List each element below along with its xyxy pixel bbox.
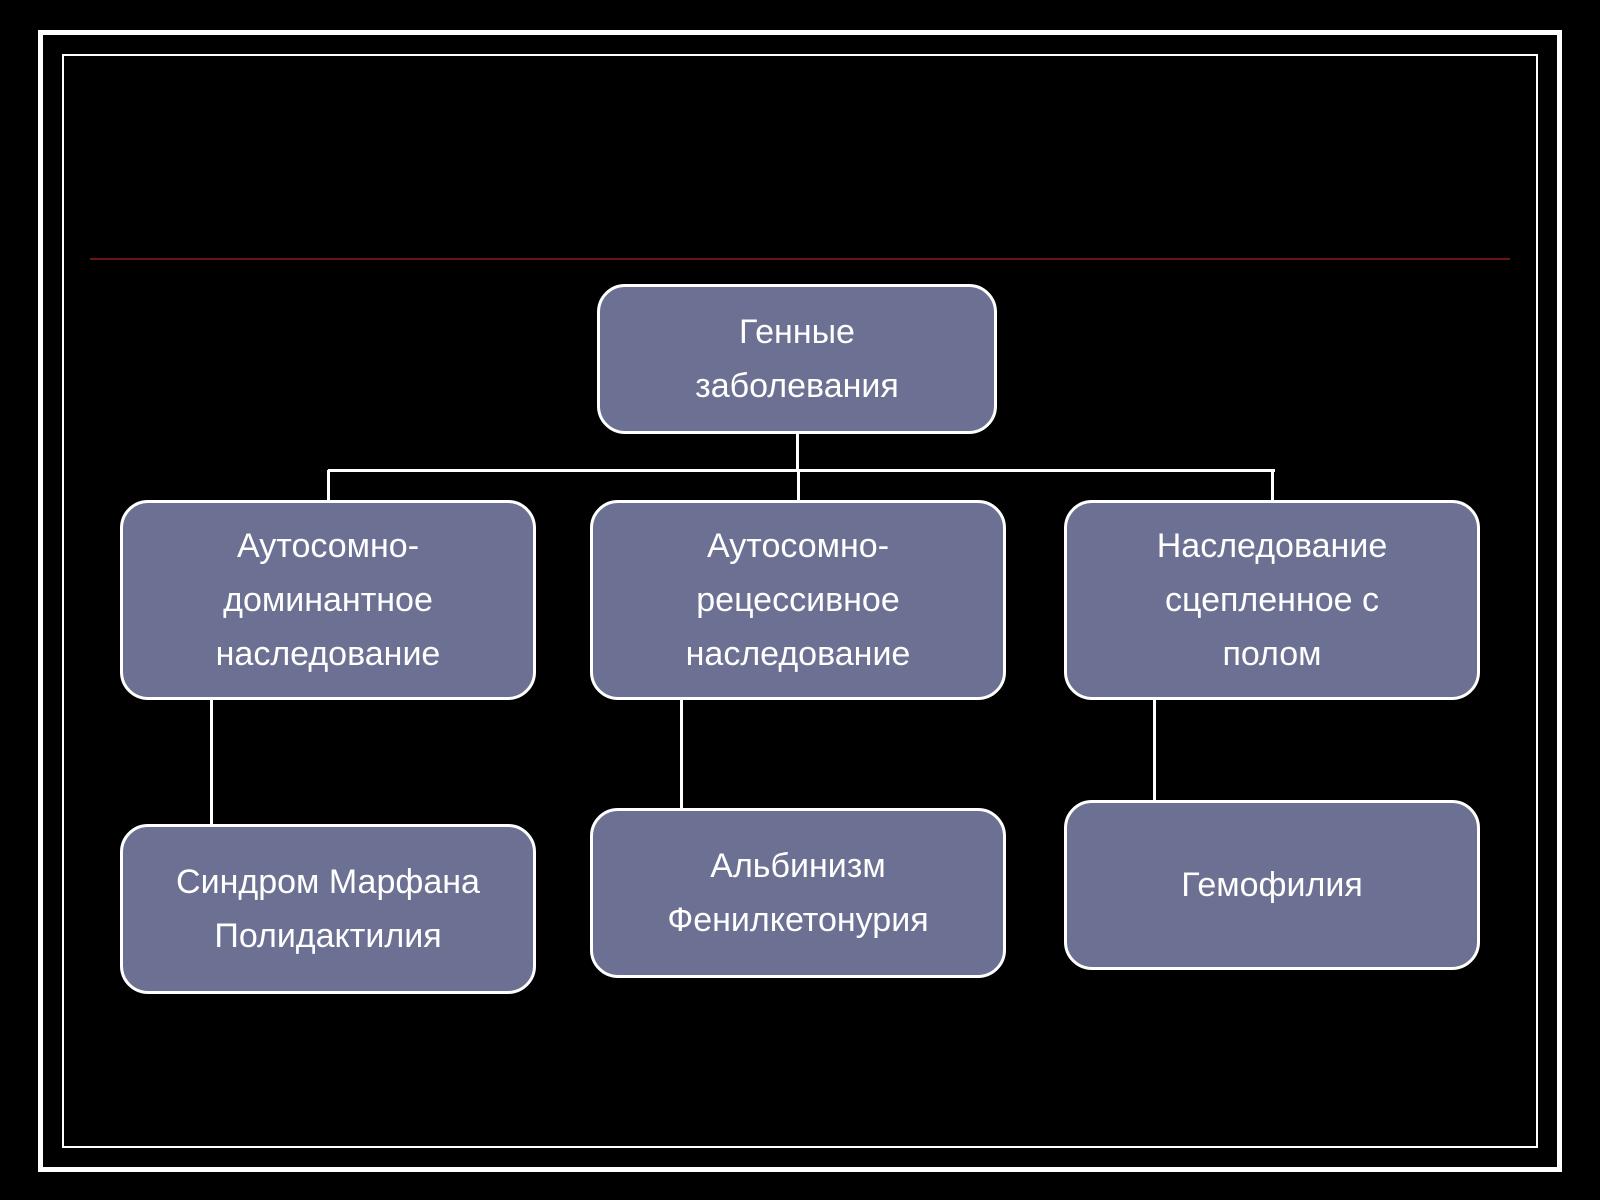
node-text-line: Синдром Марфана xyxy=(176,855,480,909)
connector-line xyxy=(1271,470,1274,500)
node-text-line: сцепленное с xyxy=(1165,573,1379,627)
node-text-line: наследование xyxy=(686,627,911,681)
connector-line xyxy=(328,469,1275,472)
node-text-line: доминантное xyxy=(223,573,433,627)
title-divider xyxy=(90,258,1510,260)
connector-line xyxy=(797,470,800,500)
node-text-line: Фенилкетонурия xyxy=(667,893,928,947)
node-text-line: Гемофилия xyxy=(1181,858,1363,912)
node-text-line: рецессивное xyxy=(696,573,899,627)
node-text-line: Аутосомно- xyxy=(237,519,419,573)
node-text-line: Наследование xyxy=(1157,519,1387,573)
node-examples-recessive: АльбинизмФенилкетонурия xyxy=(590,808,1006,978)
node-text-line: Полидактилия xyxy=(214,909,441,963)
connector-line xyxy=(680,700,683,808)
node-sex-linked: Наследованиесцепленное сполом xyxy=(1064,500,1480,700)
node-autosomal-dominant: Аутосомно-доминантноенаследование xyxy=(120,500,536,700)
connector-line xyxy=(796,434,799,470)
connector-line xyxy=(1153,700,1156,800)
node-text-line: Генные xyxy=(739,305,855,359)
node-text-line: полом xyxy=(1222,627,1321,681)
node-text-line: наследование xyxy=(216,627,441,681)
connector-line xyxy=(327,470,330,500)
node-examples-sexlinked: Гемофилия xyxy=(1064,800,1480,970)
node-text-line: Аутосомно- xyxy=(707,519,889,573)
node-autosomal-recessive: Аутосомно-рецессивноенаследование xyxy=(590,500,1006,700)
connector-line xyxy=(210,700,213,824)
node-text-line: Альбинизм xyxy=(710,839,885,893)
node-text-line: заболевания xyxy=(695,359,899,413)
node-examples-dominant: Синдром МарфанаПолидактилия xyxy=(120,824,536,994)
node-root: Генныезаболевания xyxy=(597,284,997,434)
